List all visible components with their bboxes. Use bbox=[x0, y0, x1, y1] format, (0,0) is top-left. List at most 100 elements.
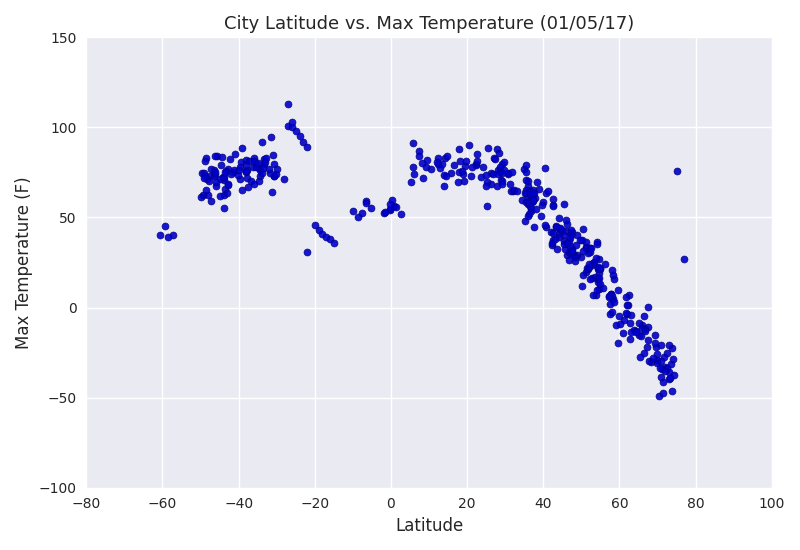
Point bbox=[622, 290, 635, 299]
Point bbox=[606, 292, 618, 301]
Point bbox=[597, 283, 610, 292]
Point bbox=[602, 292, 615, 301]
Point bbox=[603, 292, 616, 301]
Point bbox=[379, 208, 392, 217]
Point bbox=[553, 224, 566, 233]
Point bbox=[153, 231, 166, 240]
Point bbox=[654, 340, 667, 349]
Point bbox=[278, 175, 290, 184]
Point bbox=[413, 147, 426, 156]
Point bbox=[547, 229, 560, 238]
Point bbox=[405, 178, 418, 186]
Point bbox=[645, 358, 658, 367]
Point bbox=[593, 274, 606, 283]
Point bbox=[218, 203, 230, 212]
Point bbox=[590, 238, 603, 246]
Point bbox=[452, 145, 465, 153]
Point bbox=[587, 257, 600, 266]
Point bbox=[649, 338, 662, 347]
Point bbox=[466, 163, 478, 172]
Point bbox=[209, 168, 222, 177]
Point bbox=[218, 190, 230, 199]
Point bbox=[507, 186, 520, 195]
Point bbox=[258, 160, 270, 169]
Point bbox=[360, 199, 373, 207]
Point bbox=[654, 372, 667, 381]
Point bbox=[526, 189, 539, 198]
Point bbox=[591, 274, 604, 283]
Point bbox=[523, 202, 536, 211]
Point bbox=[438, 170, 450, 179]
Point bbox=[535, 200, 548, 209]
Point bbox=[234, 174, 246, 183]
Point bbox=[633, 318, 646, 327]
Point bbox=[546, 202, 559, 211]
Point bbox=[528, 189, 541, 198]
Point bbox=[203, 172, 216, 181]
Point bbox=[234, 163, 246, 172]
Point bbox=[221, 188, 234, 197]
Point bbox=[584, 248, 597, 256]
Point bbox=[563, 241, 576, 250]
Point bbox=[614, 319, 626, 328]
Point bbox=[166, 231, 179, 240]
Point bbox=[566, 244, 578, 253]
Point bbox=[564, 233, 577, 242]
Point bbox=[222, 165, 235, 174]
Point bbox=[666, 344, 678, 353]
X-axis label: Latitude: Latitude bbox=[395, 517, 463, 535]
Point bbox=[539, 164, 552, 173]
Point bbox=[591, 263, 604, 272]
Point bbox=[266, 151, 279, 160]
Point bbox=[253, 166, 266, 175]
Point bbox=[577, 246, 590, 255]
Point bbox=[494, 175, 507, 184]
Point bbox=[589, 273, 602, 282]
Point bbox=[198, 169, 210, 178]
Point bbox=[540, 223, 553, 232]
Point bbox=[582, 265, 595, 273]
Point bbox=[258, 155, 270, 163]
Point bbox=[638, 326, 651, 335]
Point bbox=[518, 189, 531, 197]
Point bbox=[493, 168, 506, 177]
Point bbox=[462, 141, 475, 150]
Point bbox=[270, 170, 282, 179]
Point bbox=[642, 323, 654, 332]
Point bbox=[575, 235, 588, 244]
Point bbox=[202, 191, 214, 200]
Point bbox=[656, 377, 669, 386]
Point bbox=[643, 357, 656, 366]
Point bbox=[594, 264, 606, 273]
Point bbox=[579, 242, 592, 251]
Point bbox=[316, 229, 329, 238]
Point bbox=[613, 311, 626, 320]
Point bbox=[624, 327, 637, 336]
Point bbox=[250, 160, 262, 168]
Point bbox=[630, 327, 642, 336]
Point bbox=[562, 236, 575, 245]
Point bbox=[228, 166, 241, 174]
Point bbox=[565, 226, 578, 235]
Point bbox=[560, 219, 573, 228]
Point bbox=[592, 265, 605, 273]
Point bbox=[229, 150, 242, 159]
Point bbox=[523, 188, 536, 196]
Point bbox=[268, 171, 281, 180]
Point bbox=[198, 173, 210, 182]
Point bbox=[194, 193, 207, 202]
Point bbox=[242, 182, 254, 191]
Point bbox=[658, 353, 670, 362]
Point bbox=[510, 187, 523, 196]
Point bbox=[546, 241, 559, 250]
Point bbox=[554, 224, 566, 233]
Point bbox=[485, 180, 498, 189]
Point bbox=[554, 224, 566, 233]
Point bbox=[590, 253, 602, 262]
Point bbox=[205, 197, 218, 206]
Point bbox=[359, 197, 372, 206]
Point bbox=[603, 300, 616, 309]
Point bbox=[558, 244, 571, 253]
Point bbox=[219, 167, 232, 176]
Point bbox=[606, 271, 619, 279]
